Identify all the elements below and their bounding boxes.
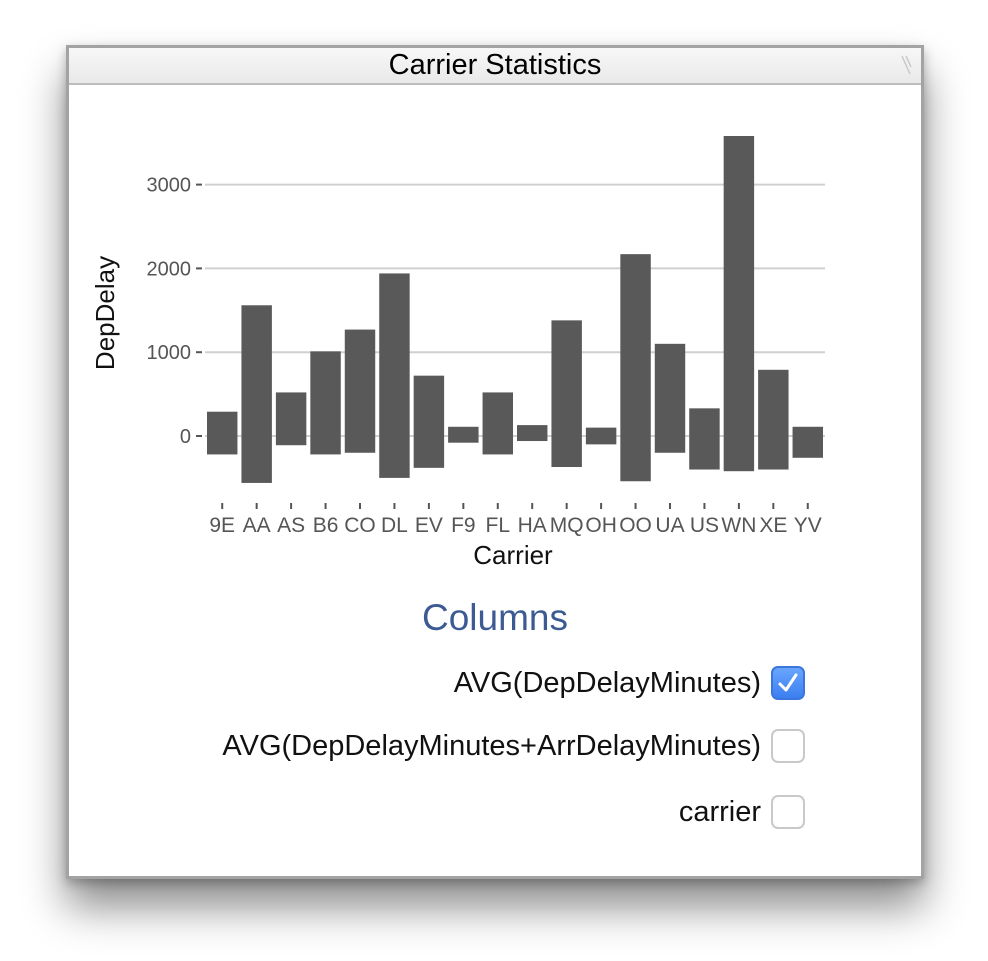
- window-titlebar[interactable]: Carrier Statistics: [69, 48, 921, 85]
- x-tick-label: OH: [585, 514, 617, 537]
- bar-oo: [620, 254, 651, 482]
- x-tick-label: YV: [794, 514, 822, 537]
- bar-mq: [551, 320, 582, 468]
- column-option-label: AVG(DepDelayMinutes): [453, 666, 761, 699]
- bar-oh: [585, 427, 617, 445]
- x-tick-label: US: [690, 514, 719, 537]
- bar-wn: [723, 135, 755, 472]
- column-option-avg-depdelay[interactable]: AVG(DepDelayMinutes): [454, 662, 805, 704]
- y-tick-label: 3000: [147, 175, 192, 197]
- bar-ua: [654, 343, 686, 453]
- chart-x-axis-label: Carrier: [473, 540, 553, 570]
- y-tick-label: 1000: [147, 342, 192, 364]
- x-tick-label: CO: [344, 514, 376, 537]
- y-tick-label: 0: [180, 426, 191, 448]
- x-tick-label: F9: [451, 514, 476, 537]
- column-checkbox-carrier[interactable]: [771, 795, 805, 829]
- column-option-label: AVG(DepDelayMinutes+ArrDelayMinutes): [222, 729, 761, 762]
- bar-9e: [207, 411, 238, 455]
- bar-aa: [241, 305, 272, 483]
- chart-x-axis: 9E AA AS B6 CO DL EV F9 FL HA MQ OH OO UA US WN XE YV: [209, 503, 822, 537]
- bar-ev: [413, 375, 445, 468]
- x-tick-label: AA: [243, 514, 271, 537]
- bar-fl: [482, 392, 513, 455]
- bar-xe: [758, 369, 789, 470]
- bar-as: [275, 392, 307, 446]
- chart-y-axis-label: DepDelay: [90, 256, 120, 370]
- resize-grip-icon[interactable]: [899, 54, 913, 76]
- column-checkbox-avg-depdelay[interactable]: [771, 666, 805, 700]
- x-tick-label: 9E: [209, 514, 235, 537]
- column-option-avg-dep-arr-delay[interactable]: AVG(DepDelayMinutes+ArrDelayMinutes): [222, 725, 805, 767]
- checkmark-icon: [778, 673, 798, 692]
- bar-co: [344, 329, 376, 453]
- bar-f9: [448, 426, 479, 443]
- chart-bars: [207, 135, 823, 483]
- chart-gridlines: [205, 183, 825, 437]
- y-tick-label: 2000: [147, 258, 192, 280]
- columns-heading: Columns: [422, 597, 568, 638]
- x-tick-label: B6: [313, 514, 339, 537]
- bar-us: [689, 408, 720, 470]
- depdelay-bar-chart: 0 1000 2000 3000 9E AA AS B6 CO DL EV F9 FL HA MQ OH OO…: [90, 135, 825, 570]
- x-tick-label: AS: [277, 514, 305, 537]
- bar-dl: [379, 273, 410, 478]
- x-tick-label: DL: [381, 514, 408, 537]
- column-option-carrier[interactable]: carrier: [679, 791, 805, 833]
- bar-yv: [792, 426, 823, 458]
- column-option-label: carrier: [678, 795, 761, 828]
- chart-y-axis: 0 1000 2000 3000: [147, 175, 202, 448]
- x-tick-label: MQ: [550, 514, 584, 537]
- bar-ha: [517, 425, 548, 442]
- x-tick-label: HA: [518, 514, 547, 537]
- column-checkbox-avg-dep-arr-delay[interactable]: [771, 729, 805, 763]
- x-tick-label: XE: [759, 514, 787, 537]
- x-tick-label: FL: [486, 514, 511, 537]
- bar-b6: [310, 351, 341, 455]
- carrier-statistics-window: Carrier Statistics 0 1000 2000 3000 9E AA AS B…: [66, 45, 924, 879]
- x-tick-label: OO: [619, 514, 652, 537]
- x-tick-label: EV: [415, 514, 443, 537]
- x-tick-label: UA: [655, 514, 684, 537]
- window-title: Carrier Statistics: [388, 49, 602, 81]
- x-tick-label: WN: [721, 514, 756, 537]
